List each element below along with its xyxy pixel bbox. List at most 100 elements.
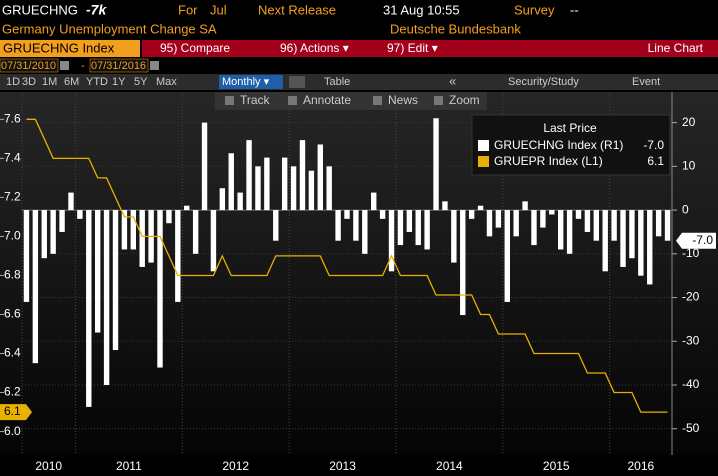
tool-button[interactable]: Zoom [449, 93, 480, 107]
bar [575, 210, 582, 219]
bar [353, 210, 359, 241]
y2-tick-label: -30 [682, 333, 700, 347]
chart-icon[interactable] [289, 76, 305, 88]
source: Deutsche Bundesbank [390, 21, 521, 36]
y2-tick-label: 20 [682, 115, 696, 129]
ticker: GRUECHNG [2, 2, 78, 17]
tool-icon[interactable] [225, 96, 234, 105]
tool-icon[interactable] [434, 96, 443, 105]
bar [264, 157, 270, 211]
bar [433, 118, 439, 211]
bar [335, 210, 341, 241]
date-box[interactable] [89, 58, 149, 73]
y2-tick-label: 10 [682, 159, 696, 173]
table-button[interactable]: Table [324, 76, 350, 88]
bar [228, 153, 234, 211]
bar [246, 140, 252, 211]
legend-last: -7.0 [643, 138, 664, 152]
tool-button[interactable]: News [388, 93, 418, 107]
legend-last: 6.1 [647, 154, 664, 168]
range-button[interactable]: 5Y [134, 76, 148, 88]
range-button[interactable]: Max [156, 76, 177, 88]
bar [522, 201, 528, 211]
legend-swatch [478, 156, 489, 167]
bar [495, 210, 502, 228]
bar [602, 210, 608, 272]
bar [504, 210, 510, 302]
range-button[interactable]: 1D [6, 76, 20, 88]
bar [290, 166, 297, 211]
end-date[interactable]: 07/31/2016 [91, 60, 146, 72]
range-button[interactable]: 1M [42, 76, 57, 88]
x-tick-label: 2016 [627, 459, 654, 473]
x-tick-label: 2012 [222, 459, 249, 473]
y-tick-label: 7.0 [4, 229, 21, 243]
bar [219, 188, 226, 211]
tool-icon[interactable] [288, 96, 297, 105]
bar [23, 210, 30, 302]
menu-item[interactable]: 95) Compare [160, 41, 230, 55]
chart-type[interactable]: Line Chart [648, 41, 704, 55]
date-box[interactable] [0, 58, 59, 73]
tool-icon[interactable] [373, 96, 382, 105]
start-date[interactable]: 07/31/2010 [1, 60, 56, 72]
release-label: Next Release [258, 2, 336, 17]
frequency[interactable]: Monthly ▾ [222, 76, 270, 88]
tool-button[interactable]: Track [240, 93, 271, 107]
menu-item[interactable]: 96) Actions ▾ [280, 41, 349, 55]
bar [362, 210, 368, 254]
tool-bar [215, 92, 487, 110]
bar [468, 210, 475, 219]
bar [531, 210, 537, 246]
x-axis-band [0, 455, 718, 476]
bar [121, 210, 128, 250]
security-box[interactable] [0, 40, 140, 57]
x-tick-label: 2015 [543, 459, 570, 473]
frequency-box[interactable] [219, 75, 283, 89]
range-button[interactable]: YTD [86, 76, 108, 88]
y-tick-label: 6.6 [4, 307, 21, 321]
bar [103, 210, 110, 386]
last-value: -7k [86, 2, 107, 18]
bar [68, 192, 74, 211]
bar [379, 210, 386, 219]
range-button[interactable]: 1Y [112, 76, 126, 88]
security-study-button[interactable]: Security/Study [508, 76, 579, 88]
event-button[interactable]: Event [632, 76, 660, 88]
bar [326, 166, 332, 211]
menu-bar [142, 40, 718, 57]
tool-button[interactable]: Annotate [303, 93, 351, 107]
bar [50, 210, 56, 254]
period-label: For [178, 2, 198, 17]
bar [192, 210, 199, 254]
bar [157, 210, 163, 368]
bar [442, 201, 448, 211]
y-tick-label: 6.8 [4, 268, 21, 282]
bar [540, 210, 546, 228]
range-button[interactable]: 6M [64, 76, 79, 88]
bar [647, 210, 653, 285]
menu-item[interactable]: 97) Edit ▾ [387, 41, 438, 55]
bar [611, 210, 617, 241]
bar [549, 210, 555, 215]
security[interactable]: GRUECHNG Index [3, 40, 115, 55]
collapse-button[interactable]: « [449, 73, 456, 88]
bar [451, 210, 457, 263]
y-tick-label: 6.4 [4, 346, 21, 360]
bar [273, 210, 279, 241]
legend-swatch [478, 140, 489, 151]
bar [593, 210, 600, 241]
calendar-icon[interactable] [150, 61, 159, 70]
bar [664, 210, 671, 241]
bar [255, 166, 261, 211]
x-tick-label: 2011 [116, 459, 142, 473]
bar [424, 210, 430, 250]
bar [513, 210, 519, 237]
legend [471, 114, 671, 176]
bar [94, 210, 101, 333]
bar [406, 210, 413, 232]
range-button[interactable]: 3D [22, 76, 36, 88]
bar [317, 144, 323, 211]
calendar-icon[interactable] [60, 61, 69, 70]
